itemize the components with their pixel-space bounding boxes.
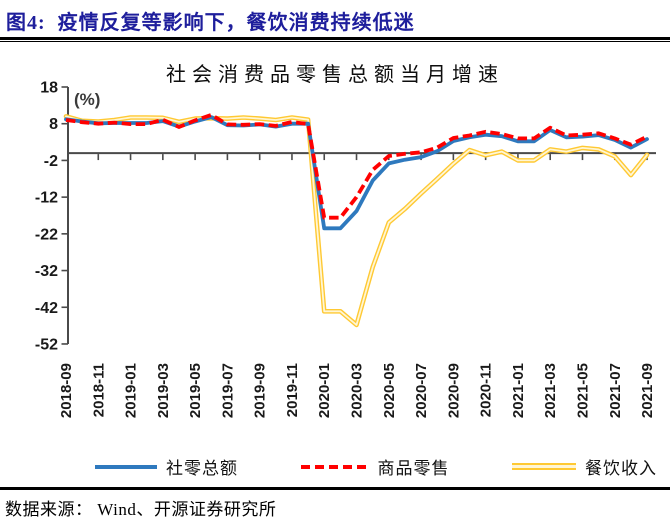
y-tick-label: -22	[35, 226, 58, 243]
x-tick-label: 2019-05	[187, 363, 204, 418]
x-tick-label: 2020-01	[316, 363, 333, 418]
series-line-2-inner	[65, 115, 648, 326]
y-tick-label: 18	[40, 80, 58, 97]
legend-item-goods-retail: 商品零售	[300, 454, 450, 479]
series-line-2-outer	[63, 114, 650, 328]
legend-label: 餐饮收入	[585, 459, 657, 478]
y-tick-label: -52	[35, 336, 58, 353]
x-tick-label: 2019-07	[219, 363, 236, 418]
x-tick-label: 2020-05	[381, 363, 398, 418]
x-tick-label: 2019-09	[252, 363, 269, 418]
series-line-1	[65, 113, 648, 220]
x-tick-label: 2020-09	[445, 363, 462, 418]
x-tick-label: 2019-03	[155, 363, 172, 418]
legend-label: 社零总额	[166, 459, 238, 478]
y-tick-label: -2	[44, 153, 58, 170]
legend-swatch-dashed-line	[300, 464, 369, 469]
x-tick-label: 2018-11	[90, 363, 107, 417]
chart-legend: 社零总额 商品零售 餐饮收入	[95, 454, 657, 479]
header-double-rule	[0, 37, 670, 42]
legend-swatch-solid-line	[95, 464, 157, 469]
x-tick-label: 2019-01	[123, 363, 140, 418]
chart-title: 社会消费品零售总额当月增速	[166, 64, 504, 86]
x-tick-label: 2018-09	[58, 363, 75, 418]
y-tick-label: 8	[49, 116, 58, 133]
x-tick-label: 2021-07	[607, 363, 624, 418]
x-tick-label: 2021-03	[542, 363, 559, 418]
legend-label: 商品零售	[377, 459, 450, 478]
x-tick-label: 2020-11	[478, 363, 495, 417]
x-tick-label: 2019-11	[284, 363, 301, 417]
unit-label: (%)	[74, 90, 101, 109]
footer-rule	[0, 487, 670, 490]
legend-swatch-double-line	[512, 463, 576, 470]
x-tick-label: 2021-09	[639, 363, 656, 418]
x-tick-label: 2021-01	[510, 363, 527, 418]
x-tick-label: 2021-05	[574, 363, 591, 418]
figure-header-title: 图4: 疫情反复等影响下，餐饮消费持续低迷	[6, 12, 415, 34]
data-source-text: 数据来源： Wind、开源证券研究所	[5, 500, 277, 519]
y-tick-label: -42	[35, 300, 58, 317]
x-tick-label: 2020-07	[413, 363, 430, 418]
x-tick-label: 2020-03	[349, 363, 366, 418]
y-tick-label: -12	[35, 190, 58, 207]
y-tick-label: -32	[35, 263, 58, 280]
legend-item-total-retail: 社零总额	[95, 454, 238, 479]
legend-item-catering-income: 餐饮收入	[512, 454, 657, 479]
